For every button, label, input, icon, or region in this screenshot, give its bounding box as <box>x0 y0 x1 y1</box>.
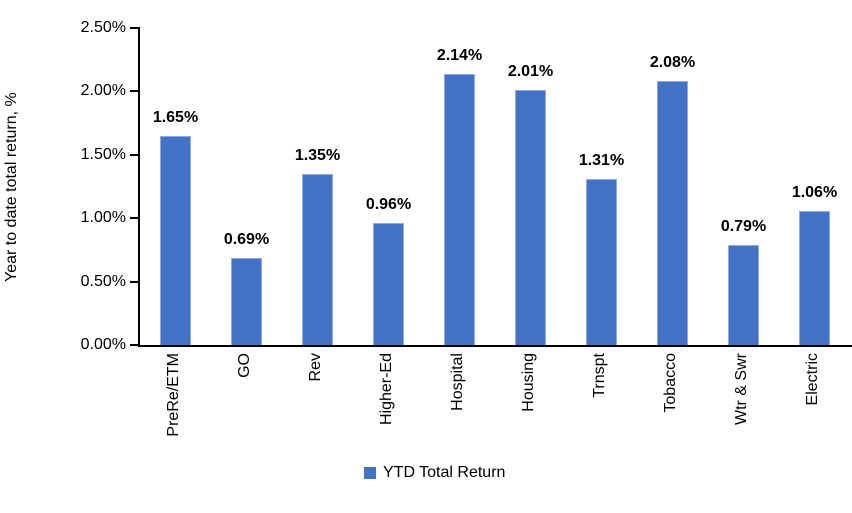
x-axis-line <box>138 345 852 347</box>
y-axis-title: Year to date total return, % <box>3 92 20 282</box>
y-tick-mark <box>130 90 138 93</box>
y-tick-label: 1.00% <box>80 209 126 227</box>
bar-PreRe/ETM <box>160 135 191 345</box>
y-axis-line <box>138 27 140 347</box>
y-tick-label: 0.00% <box>80 336 126 353</box>
bar-value-label: 2.01% <box>507 63 554 81</box>
category-label: Hospital <box>448 353 466 411</box>
legend-swatch-icon <box>364 467 376 479</box>
bar-Hospital <box>444 73 475 345</box>
y-tick-mark <box>130 153 138 156</box>
category-label: GO <box>235 353 253 378</box>
category-label: Higher-Ed <box>377 353 395 426</box>
category-label: Electric <box>803 353 821 406</box>
bar-value-label: 1.06% <box>791 183 838 201</box>
category-label: Trnspt <box>590 353 608 398</box>
bar-GO <box>231 257 262 345</box>
bar-value-label: 0.79% <box>720 217 767 235</box>
bar-value-label: 1.35% <box>294 146 341 164</box>
y-tick-mark <box>130 344 138 346</box>
bar-value-label: 2.14% <box>436 46 483 64</box>
y-tick-mark <box>130 280 138 283</box>
y-tick-label: 2.00% <box>80 82 126 100</box>
bar-value-label: 1.31% <box>578 151 625 169</box>
category-label: Tobacco <box>661 353 679 413</box>
legend-label: YTD Total Return <box>383 464 506 481</box>
y-tick-label: 1.50% <box>80 145 126 163</box>
bar-Tobacco <box>657 81 688 345</box>
y-tick-mark <box>130 217 138 220</box>
bar-Wtr & Swr <box>728 244 759 345</box>
bar-value-label: 2.08% <box>649 54 696 72</box>
bar-Trnspt <box>586 178 617 345</box>
bar-value-label: 0.69% <box>223 230 270 248</box>
bar-Rev <box>302 173 333 345</box>
category-label: Wtr & Swr <box>732 353 750 425</box>
legend: YTD Total Return <box>364 463 505 483</box>
category-label: Rev <box>306 353 324 382</box>
y-tick-mark <box>130 27 138 29</box>
y-tick-label: 2.50% <box>80 19 126 36</box>
bar-Higher-Ed <box>373 223 404 345</box>
bar-Housing <box>515 90 546 345</box>
bar-value-label: 1.65% <box>152 108 199 126</box>
y-tick-label: 0.50% <box>80 272 126 290</box>
bar-value-label: 0.96% <box>365 196 412 214</box>
bar-Electric <box>799 210 830 345</box>
category-label: Housing <box>519 353 537 412</box>
category-label: PreRe/ETM <box>164 353 182 437</box>
